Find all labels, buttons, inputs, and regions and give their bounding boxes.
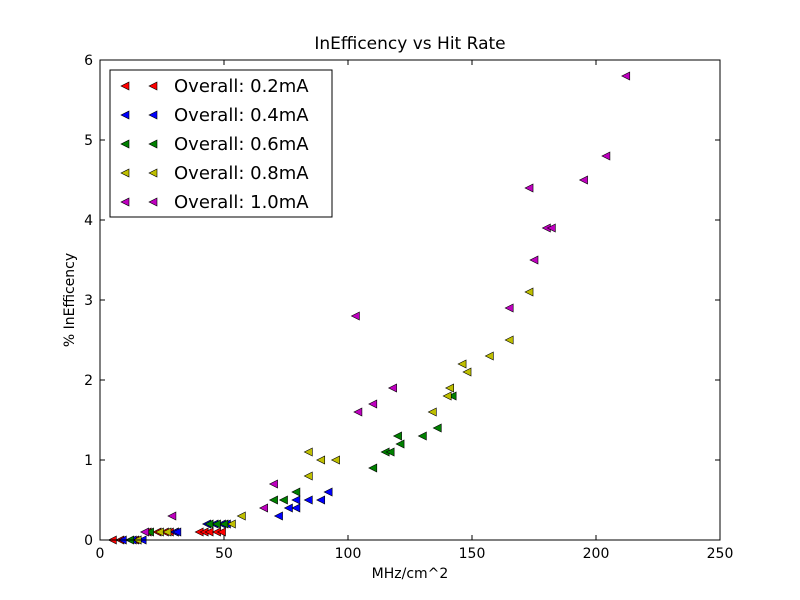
legend-label-4: Overall: 1.0mA	[174, 192, 309, 213]
data-point-s4-p1	[167, 511, 177, 521]
y-tick-label-3: 3	[84, 293, 93, 309]
y-tick-label-5: 5	[84, 133, 93, 149]
y-tick-label-1: 1	[84, 453, 93, 469]
data-point-s2-p7	[278, 495, 288, 505]
data-point-s1-p13	[316, 495, 326, 505]
x-tick-label-0: 0	[96, 546, 105, 562]
legend: Overall: 0.2mA Overall: 0.4mA Overall: 0.6…	[109, 69, 333, 218]
legend-label-3: Overall: 0.8mA	[174, 163, 309, 184]
data-point-s3-p2	[162, 527, 172, 537]
x-tick-label-3: 150	[459, 546, 486, 562]
data-point-s4-p15	[621, 71, 631, 81]
data-point-s4-p0	[139, 527, 149, 537]
legend-marker-1-a	[120, 110, 130, 120]
data-points	[107, 71, 631, 545]
data-point-s3-p13	[462, 367, 472, 377]
data-point-s3-p15	[504, 335, 514, 345]
data-point-s3-p10	[442, 391, 452, 401]
data-point-s1-p14	[323, 487, 333, 497]
data-point-s1-p11	[291, 503, 301, 513]
legend-box	[109, 69, 333, 218]
chart-title: InEfficency vs Hit Rate	[314, 34, 505, 54]
data-point-s2-p2	[144, 527, 154, 537]
data-point-s4-p3	[268, 479, 278, 489]
data-point-s3-p3	[226, 519, 236, 529]
data-point-s4-p6	[368, 399, 378, 409]
data-point-s1-p12	[303, 495, 313, 505]
x-tick-label-1: 50	[215, 546, 233, 562]
data-point-s4-p10	[529, 255, 539, 265]
data-point-s4-p5	[353, 407, 363, 417]
legend-marker-3-a	[120, 168, 130, 178]
data-point-s2-p11	[385, 447, 395, 457]
data-point-s3-p8	[330, 455, 340, 465]
data-point-s2-p13	[395, 439, 405, 449]
legend-label-0: Overall: 0.2mA	[174, 76, 309, 97]
data-point-s2-p12	[392, 431, 402, 441]
data-point-s3-p14	[484, 351, 494, 361]
y-tick-label-2: 2	[84, 373, 93, 389]
data-point-s2-p8	[291, 487, 301, 497]
legend-marker-0-a	[120, 81, 130, 91]
data-point-s2-p6	[268, 495, 278, 505]
x-axis-label: MHz/cm^2	[372, 566, 449, 582]
x-tick-label-4: 200	[583, 546, 610, 562]
legend-marker-1-b	[148, 110, 158, 120]
legend-label-2: Overall: 0.6mA	[174, 134, 309, 155]
axis-ticks: 0 50 100 150 200 250 0 1 2 3 4 5 6	[84, 53, 733, 562]
legend-marker-4-b	[148, 197, 158, 207]
data-point-s2-p16	[447, 391, 457, 401]
x-tick-label-5: 250	[707, 546, 734, 562]
data-point-s3-p12	[457, 359, 467, 369]
y-axis-label: % InEfficency	[62, 253, 78, 347]
data-point-s3-p16	[524, 287, 534, 297]
legend-marker-2-a	[120, 139, 130, 149]
data-point-s4-p2	[259, 503, 268, 513]
data-point-s3-p5	[303, 471, 313, 481]
data-point-s2-p9	[368, 463, 378, 473]
data-point-s0-p12	[216, 527, 226, 537]
data-point-s2-p15	[432, 423, 442, 433]
data-point-s4-p12	[546, 223, 556, 233]
data-point-s4-p8	[504, 303, 514, 313]
data-point-s3-p6	[303, 447, 313, 457]
data-point-s4-p13	[578, 175, 588, 185]
legend-marker-3-b	[148, 168, 158, 178]
data-point-s2-p14	[417, 431, 427, 441]
data-point-s3-p4	[236, 511, 246, 521]
data-point-s3-p11	[445, 383, 454, 393]
data-point-s1-p4	[172, 527, 182, 537]
data-point-s1-p15	[291, 495, 301, 505]
legend-marker-0-b	[148, 81, 158, 91]
y-tick-label-0: 0	[84, 533, 93, 549]
data-point-s3-p7	[316, 455, 326, 465]
data-point-s4-p7	[387, 383, 397, 393]
y-tick-label-4: 4	[84, 213, 93, 229]
data-point-s4-p9	[524, 183, 534, 193]
legend-marker-2-b	[148, 139, 158, 149]
y-tick-label-6: 6	[84, 53, 93, 69]
legend-label-1: Overall: 0.4mA	[174, 105, 309, 126]
data-point-s4-p14	[601, 151, 611, 161]
data-point-s1-p9	[273, 511, 283, 521]
x-tick-label-2: 100	[335, 546, 362, 562]
data-point-s3-p9	[427, 407, 437, 417]
legend-marker-4-a	[120, 197, 130, 207]
data-point-s4-p4	[350, 311, 360, 321]
